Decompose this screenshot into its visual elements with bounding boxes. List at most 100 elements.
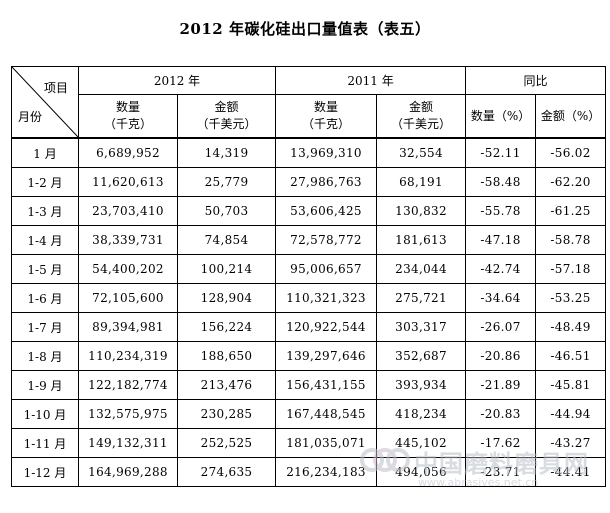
header-quantity-2012: 数量 （千克）: [78, 94, 178, 139]
row-month-cell: 1-12 月: [11, 457, 79, 487]
row-quantity-pct-cell: -52.11: [465, 137, 537, 168]
row-amount-2012-cell: 25,779: [176, 167, 277, 197]
row-quantity-pct-cell: -21.89: [465, 370, 537, 400]
table-row: 1-3 月 23,703,410 50,703 53,606,425 130,832 -5…: [11, 196, 607, 226]
row-quantity-2011-cell: 53,606,425: [275, 196, 378, 226]
row-amount-2012-cell: 188,650: [176, 341, 277, 371]
row-quantity-pct-cell: -20.86: [465, 341, 537, 371]
header-quantity-2012-line2: （千克）: [103, 117, 152, 131]
row-amount-pct-cell: -62.20: [535, 167, 607, 197]
table-row: 1-2 月 11,620,613 25,779 27,986,763 68,191 -58…: [11, 167, 607, 197]
row-amount-2012-cell: 252,525: [176, 428, 277, 458]
row-amount-2011-cell: 130,832: [376, 196, 467, 226]
group-header-yoy: 同比: [465, 66, 607, 95]
header-quantity-2011-line2: （千克）: [302, 117, 351, 131]
row-month-cell: 1-8 月: [11, 341, 79, 371]
row-quantity-pct-cell: -47.18: [465, 225, 537, 255]
row-quantity-pct-cell: -42.74: [465, 254, 537, 284]
row-amount-2011-cell: 393,934: [376, 370, 467, 400]
row-quantity-2011-cell: 156,431,155: [275, 370, 378, 400]
row-quantity-2012-cell: 122,182,774: [78, 370, 178, 400]
row-amount-pct-cell: -44.41: [535, 457, 607, 487]
header-quantity-2011: 数量 （千克）: [275, 94, 378, 139]
table-body: 1 月 6,689,952 14,319 13,969,310 32,554 -52.11…: [11, 137, 607, 487]
row-quantity-2012-cell: 110,234,319: [78, 341, 178, 371]
row-quantity-2011-cell: 27,986,763: [275, 167, 378, 197]
row-amount-2011-cell: 181,613: [376, 225, 467, 255]
row-amount-2012-cell: 230,285: [176, 399, 277, 429]
row-quantity-2011-cell: 13,969,310: [275, 137, 378, 168]
row-quantity-pct-cell: -55.78: [465, 196, 537, 226]
row-amount-2012-cell: 100,214: [176, 254, 277, 284]
row-quantity-pct-cell: -26.07: [465, 312, 537, 342]
row-amount-2011-cell: 234,044: [376, 254, 467, 284]
row-month-cell: 1-5 月: [11, 254, 79, 284]
table-row: 1-7 月 89,394,981 156,224 120,922,544 303,317…: [11, 312, 607, 342]
row-amount-pct-cell: -58.78: [535, 225, 607, 255]
header-quantity-2012-line1: 数量: [115, 100, 140, 114]
row-amount-pct-cell: -53.25: [535, 283, 607, 313]
row-quantity-pct-cell: -17.62: [465, 428, 537, 458]
row-month-cell: 1-6 月: [11, 283, 79, 313]
table-row: 1-4 月 38,339,731 74,854 72,578,772 181,613 -4…: [11, 225, 607, 255]
row-amount-2012-cell: 274,635: [176, 457, 277, 487]
header-amount-2011: 金额 （千美元）: [376, 94, 467, 139]
row-quantity-2012-cell: 38,339,731: [78, 225, 178, 255]
row-quantity-2011-cell: 72,578,772: [275, 225, 378, 255]
row-amount-2012-cell: 50,703: [176, 196, 277, 226]
row-quantity-2011-cell: 139,297,646: [275, 341, 378, 371]
row-quantity-2011-cell: 95,006,657: [275, 254, 378, 284]
corner-month-label: 月份: [18, 110, 43, 124]
table-row: 1-9 月 122,182,774 213,476 156,431,155 393,93…: [11, 370, 607, 400]
header-amount-2012-line1: 金额: [214, 100, 239, 114]
diagonal-line: [12, 67, 78, 137]
table-row: 1-5 月 54,400,202 100,214 95,006,657 234,044-…: [11, 254, 607, 284]
row-amount-pct-cell: -45.81: [535, 370, 607, 400]
row-quantity-2012-cell: 164,969,288: [78, 457, 178, 487]
row-amount-pct-cell: -43.27: [535, 428, 607, 458]
row-quantity-pct-cell: -58.48: [465, 167, 537, 197]
row-quantity-2012-cell: 54,400,202: [78, 254, 178, 284]
row-amount-pct-cell: -61.25: [535, 196, 607, 226]
row-quantity-2012-cell: 72,105,600: [78, 283, 178, 313]
row-month-cell: 1 月: [11, 137, 79, 168]
header-amount-2011-line2: （千美元）: [391, 117, 452, 131]
row-amount-2012-cell: 74,854: [176, 225, 277, 255]
row-amount-pct-cell: -48.49: [535, 312, 607, 342]
row-amount-2012-cell: 128,904: [176, 283, 277, 313]
row-month-cell: 1-10 月: [11, 399, 79, 429]
group-header-2012: 2012 年: [77, 66, 277, 95]
header-amount-2011-line1: 金额: [409, 100, 434, 114]
row-month-cell: 1-11 月: [11, 428, 79, 458]
table-row: 1-6 月 72,105,600 128,904 110,321,323 275,721…: [11, 283, 607, 313]
group-header-2011: 2011 年: [275, 66, 467, 95]
silicon-carbide-export-table: 项目 月份 2012 年 2011 年 同比 数量 （千克） 金额 （千美元） …: [11, 66, 607, 487]
row-month-cell: 1-4 月: [11, 225, 79, 255]
row-month-cell: 1-3 月: [11, 196, 79, 226]
row-amount-2011-cell: 32,554: [376, 137, 467, 168]
row-amount-2011-cell: 494,056: [376, 457, 467, 487]
row-month-cell: 1-2 月: [11, 167, 79, 197]
row-amount-2011-cell: 68,191: [376, 167, 467, 197]
row-amount-pct-cell: -44.94: [535, 399, 607, 429]
table-row: 1-8 月 110,234,319 188,650 139,297,646 352,68…: [11, 341, 607, 371]
row-quantity-pct-cell: -20.83: [465, 399, 537, 429]
page-title: 2012 年碳化硅出口量值表（表五）: [179, 20, 431, 38]
row-quantity-2012-cell: 6,689,952: [78, 137, 178, 168]
table-row: 1-11 月 149,132,311 252,525 181,035,071 445,1…: [11, 428, 607, 458]
row-quantity-2011-cell: 216,234,183: [275, 457, 378, 487]
header-amount-2012-line2: （千美元）: [196, 117, 257, 131]
row-amount-pct-cell: -56.02: [535, 137, 607, 168]
row-month-cell: 1-9 月: [11, 370, 79, 400]
header-quantity-2011-line1: 数量: [314, 100, 339, 114]
row-amount-2011-cell: 352,687: [376, 341, 467, 371]
row-amount-pct-cell: -46.51: [535, 341, 607, 371]
row-quantity-2011-cell: 120,922,544: [275, 312, 378, 342]
row-quantity-2011-cell: 167,448,545: [275, 399, 378, 429]
row-month-cell: 1-7 月: [11, 312, 79, 342]
row-quantity-2012-cell: 11,620,613: [78, 167, 178, 197]
header-amount-2012: 金额 （千美元）: [176, 94, 277, 139]
row-quantity-2011-cell: 110,321,323: [275, 283, 378, 313]
row-amount-2011-cell: 275,721: [376, 283, 467, 313]
corner-item-label: 项目: [43, 81, 68, 95]
